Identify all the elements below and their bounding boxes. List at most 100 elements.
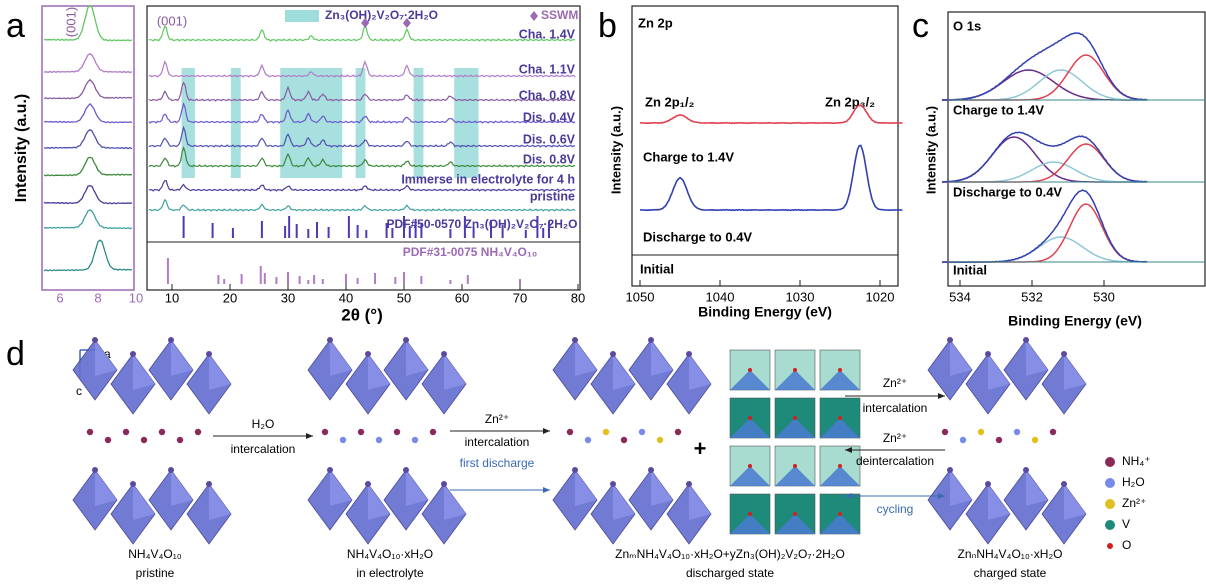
ion [638, 428, 646, 436]
atom [168, 337, 174, 343]
caption: pristine [136, 566, 175, 580]
ion [1013, 428, 1021, 436]
ion [1031, 436, 1039, 444]
ion [602, 428, 610, 436]
arrowhead [306, 433, 313, 439]
step-label: intercalation [863, 401, 928, 415]
octahedron-face [988, 354, 1010, 390]
caption: discharged state [686, 566, 774, 580]
cell-tetra [820, 466, 860, 486]
xrd-curve [148, 60, 576, 78]
atom [1023, 467, 1029, 473]
xps-envelope [941, 32, 1148, 101]
atom [403, 467, 409, 473]
octahedron-face [1064, 354, 1086, 390]
x-tick-label: 10 [129, 290, 143, 305]
atom [1023, 337, 1029, 343]
atom [947, 467, 953, 473]
atom [572, 467, 578, 473]
atom [985, 351, 991, 357]
ion [339, 436, 347, 444]
panel-letter: a [6, 7, 25, 45]
step-label: Zn²⁺ [883, 431, 907, 445]
octahedron-face [1026, 470, 1048, 506]
step-label: deintercalation [856, 454, 934, 468]
atom [648, 337, 654, 343]
panel-letter: b [598, 7, 617, 45]
atom [686, 481, 692, 487]
x-tick-label: 6 [56, 290, 63, 305]
octahedron-face [651, 340, 673, 376]
step-label: cycling [877, 502, 914, 516]
legend-label: V [1122, 517, 1130, 531]
octahedron-face [95, 470, 117, 506]
ion [158, 428, 166, 436]
ion [122, 428, 130, 436]
legend-label: H₂O [1122, 475, 1145, 489]
caption: ZnₘNH₄V₄O₁₀·xH₂O+yZn₃(OH)₂V₂O₇·2H₂O [615, 547, 845, 561]
trace-label: Dis. 0.8V [523, 152, 576, 166]
x-tick-label: 1030 [786, 289, 815, 304]
x-tick-label: 30 [281, 290, 295, 305]
ion [411, 436, 419, 444]
inset-frame [41, 5, 135, 291]
octahedron-face [330, 340, 352, 376]
octahedron-face [988, 484, 1010, 520]
inset-curve [43, 239, 133, 272]
arrowhead [845, 447, 852, 453]
oxygen [838, 416, 842, 420]
xrd-curve [148, 101, 576, 124]
oxygen [793, 464, 797, 468]
atom [92, 467, 98, 473]
x-tick-label: 530 [1093, 289, 1115, 304]
octahedron-face [368, 354, 390, 390]
atom [686, 351, 692, 357]
y-label: Intensity (a.u.) [13, 94, 30, 202]
cell-tetra [730, 514, 770, 534]
octahedron-face [406, 340, 428, 376]
inset-curve [43, 4, 133, 42]
peak-label: Zn 2p₃/₂ [825, 94, 875, 109]
cell-tetra [775, 370, 815, 390]
reference-label: PDF#31-0075 NH₄V₄O₁₀ [403, 245, 538, 259]
cell-tetra [775, 418, 815, 438]
ion [429, 428, 437, 436]
oxygen [793, 512, 797, 516]
inset-curve [43, 128, 133, 150]
inset-curve [43, 209, 133, 230]
cell-tetra [820, 418, 860, 438]
x-tick-label: 1020 [866, 289, 895, 304]
ion [959, 436, 967, 444]
inset-curve [43, 185, 133, 205]
caption: NH₄V₄O₁₀ [128, 547, 182, 561]
plot-frame [947, 11, 1206, 287]
ion [194, 428, 202, 436]
fit-component [942, 69, 1148, 101]
atom [572, 337, 578, 343]
panel-title: O 1s [953, 18, 981, 33]
octahedron-face [209, 484, 231, 520]
x-label: Binding Energy (eV) [1008, 313, 1142, 329]
octahedron-face [1064, 484, 1086, 520]
fit-component [942, 203, 1148, 263]
sswm-marker [361, 18, 370, 28]
x-tick-label: 70 [513, 290, 527, 305]
legend-label: SSWM [541, 8, 578, 22]
octahedron-face [133, 354, 155, 390]
ion [1049, 428, 1057, 436]
octahedron-face [613, 484, 635, 520]
x-tick-label: 60 [455, 290, 469, 305]
peak-label: Zn 2p₁/₂ [645, 94, 695, 109]
ion [321, 428, 329, 436]
trace-label: Dis. 0.6V [523, 132, 576, 146]
octahedron-face [613, 354, 635, 390]
ion [176, 436, 184, 444]
atom [365, 481, 371, 487]
oxygen [793, 416, 797, 420]
atom [365, 351, 371, 357]
cell-tetra [820, 370, 860, 390]
x-tick-label: 532 [1021, 289, 1043, 304]
oxygen [838, 368, 842, 372]
oxygen [838, 464, 842, 468]
oxygen [748, 416, 752, 420]
